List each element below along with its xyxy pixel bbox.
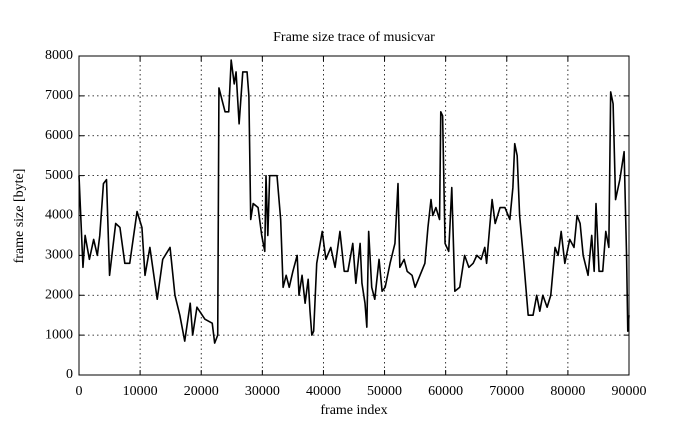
x-tick-label: 80000 [550,384,585,399]
y-tick-label: 3000 [45,248,73,263]
x-tick-label: 10000 [123,384,158,399]
x-tick-label: 30000 [245,384,280,399]
data-line [78,59,630,344]
y-tick-label: 7000 [45,88,73,103]
y-tick-label: 8000 [45,48,73,63]
x-tick-label: 50000 [367,384,402,399]
x-tick-label: 40000 [306,384,341,399]
y-tick-label: 5000 [45,168,73,183]
chart-title: Frame size trace of musicvar [273,30,435,45]
x-tick-label: 70000 [489,384,524,399]
y-tick-label: 0 [66,367,73,382]
y-axis-label: frame size [byte] [12,169,27,264]
x-tick-label: 60000 [428,384,463,399]
x-tick-label: 20000 [184,384,219,399]
y-tick-label: 6000 [45,128,73,143]
y-tick-label: 2000 [45,287,73,302]
x-tick-label: 0 [76,384,83,399]
x-axis-label: frame index [320,403,387,418]
y-tick-label: 4000 [45,208,73,223]
x-tick-label: 90000 [612,384,647,399]
y-tick-label: 1000 [45,327,73,342]
